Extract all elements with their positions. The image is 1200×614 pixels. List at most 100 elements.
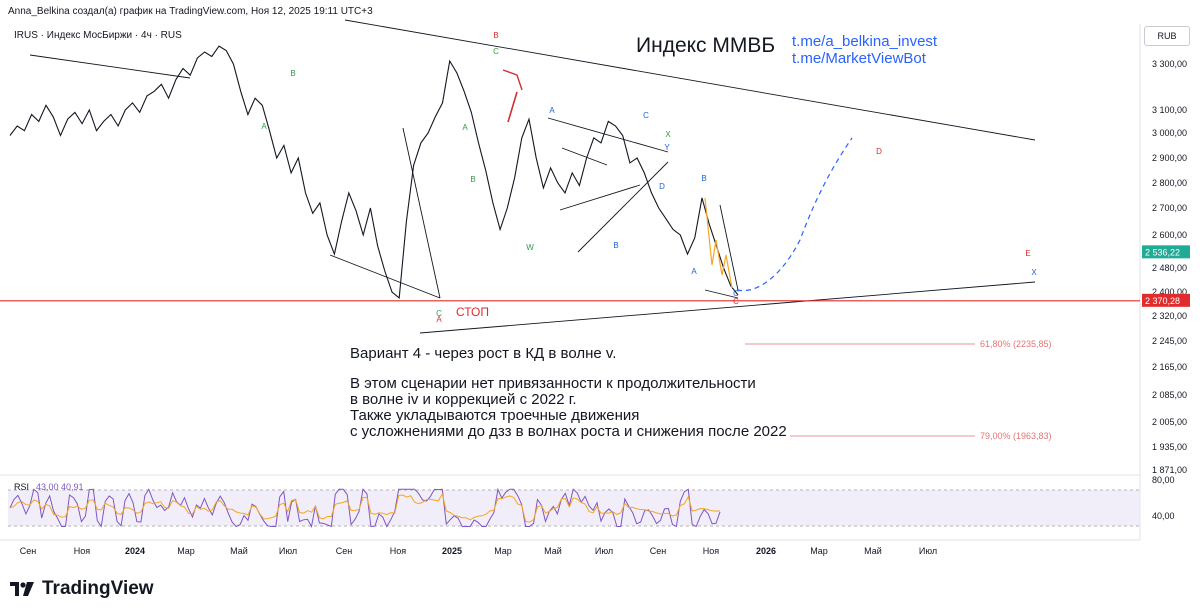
price-series-line <box>9 45 739 299</box>
price-axis-tick: 3 000,00 <box>1152 128 1187 138</box>
price-axis-tick: 1 871,00 <box>1152 465 1187 475</box>
trend-line <box>577 161 669 253</box>
wave-label: Y <box>664 143 670 152</box>
wave-label: D <box>659 182 665 191</box>
wave-b-leg <box>507 91 518 123</box>
projection-path <box>736 137 853 292</box>
price-axis-tick: 2 700,00 <box>1152 203 1187 213</box>
wave-label: B <box>613 241 618 250</box>
trend-line <box>561 147 608 166</box>
stop-price-label: 2 370,28 <box>1145 296 1180 306</box>
wave-label: X <box>665 130 671 139</box>
wave-label: A <box>462 123 468 132</box>
price-axis-tick: 2 600,00 <box>1152 230 1187 240</box>
rsi-line <box>9 487 721 528</box>
wave-label: B <box>701 174 706 183</box>
rsi-axis-tick: 80,00 <box>1152 475 1175 485</box>
symbol-info[interactable]: IRUS · Индекс МосБиржи · 4ч · RUS <box>14 30 182 41</box>
last-price-chip <box>1142 245 1190 259</box>
wave-label: B <box>470 175 475 184</box>
price-axis-tick: 2 400,00 <box>1152 287 1187 297</box>
last-price-label: 2 536,22 <box>1145 247 1180 257</box>
time-axis-tick: Мар <box>177 546 195 556</box>
time-axis-tick: Ноя <box>703 546 720 556</box>
wave-highlight-line <box>704 197 733 289</box>
time-axis-tick: 2026 <box>756 546 776 556</box>
wave-label: C <box>643 111 649 120</box>
rsi-axis-tick: 40,00 <box>1152 511 1175 521</box>
wave-label: A <box>691 267 697 276</box>
price-axis-tick: 1 935,00 <box>1152 442 1187 452</box>
trend-line <box>704 289 739 299</box>
time-axis-tick: Ноя <box>74 546 91 556</box>
note-line: Также укладываются троечные движения <box>350 407 640 424</box>
price-axis-tick: 3 100,00 <box>1152 105 1187 115</box>
price-axis-tick: 2 005,00 <box>1152 417 1187 427</box>
price-axis-tick: 2 900,00 <box>1152 153 1187 163</box>
time-axis-tick: Мар <box>494 546 512 556</box>
rsi-band <box>8 490 1140 526</box>
wave-label: W <box>526 243 534 252</box>
wave-label: D <box>876 147 882 156</box>
price-axis-tick: 2 320,00 <box>1152 311 1187 321</box>
note-line: Вариант 4 - через рост в КД в волне v. <box>350 345 617 362</box>
bot-link[interactable]: t.me/MarketViewBot <box>792 50 926 67</box>
wave-label: B <box>290 69 295 78</box>
time-axis-tick: Мар <box>810 546 828 556</box>
time-axis-tick: 2024 <box>125 546 145 556</box>
chart-attribution: Anna_Belkina создал(а) график на Trading… <box>8 6 373 17</box>
time-axis-tick: Сен <box>336 546 353 556</box>
rsi-values: 43,00 40,91 <box>36 482 84 492</box>
trend-line <box>402 127 441 299</box>
wave-label: A <box>261 122 267 131</box>
wave-label: A <box>436 315 442 324</box>
rsi-label: RSI <box>14 482 29 492</box>
trend-line <box>29 54 191 79</box>
tradingview-logo-text: TradingView <box>42 578 154 599</box>
time-axis-tick: Июл <box>919 546 937 556</box>
price-axis-tick: 2 245,00 <box>1152 336 1187 346</box>
currency-selector[interactable]: RUB <box>1144 26 1190 46</box>
fib-level-label: 79,00% (1963,83) <box>980 431 1052 441</box>
time-axis-tick: Май <box>864 546 882 556</box>
price-axis-tick: 2 480,00 <box>1152 263 1187 273</box>
telegram-link[interactable]: t.me/a_belkina_invest <box>792 33 938 50</box>
time-axis-tick: Июл <box>595 546 613 556</box>
time-axis-tick: 2025 <box>442 546 462 556</box>
trend-line <box>329 254 441 299</box>
trend-line <box>547 117 669 153</box>
wave-label: C <box>733 289 739 298</box>
note-line: с усложнениями до дзз в волнах роста и с… <box>350 423 787 440</box>
price-axis-tick: 2 085,00 <box>1152 390 1187 400</box>
time-axis-tick: Сен <box>20 546 37 556</box>
fib-level-label: 61,80% (2235,85) <box>980 339 1052 349</box>
price-axis-tick: 2 800,00 <box>1152 178 1187 188</box>
time-axis-tick: Май <box>544 546 562 556</box>
tradingview-footer[interactable]: TradingView <box>10 578 154 600</box>
chart-title: Индекс ММВБ <box>636 34 776 57</box>
wave-label: B <box>493 31 498 40</box>
stop-label: СТОП <box>456 305 489 319</box>
wave-b-path <box>502 69 523 91</box>
trend-line <box>344 19 1036 141</box>
note-line: в волне iv и коррекцией с 2022 г. <box>350 391 577 408</box>
rsi-ma-line <box>9 492 721 523</box>
tradingview-logo-icon <box>10 582 34 596</box>
trend-line <box>719 204 739 291</box>
time-axis-tick: Июл <box>279 546 297 556</box>
trend-line <box>559 184 641 211</box>
price-axis-tick: 2 165,00 <box>1152 362 1187 372</box>
price-axis-tick: 3 300,00 <box>1152 59 1187 69</box>
stop-price-chip <box>1142 293 1190 307</box>
wave-label: C <box>436 309 442 318</box>
wave-label: E <box>1025 249 1030 258</box>
scenario-note: Вариант 4 - через рост в КД в волне v. В… <box>350 346 787 440</box>
trend-line <box>419 281 1036 334</box>
note-line: В этом сценарии нет привязанности к прод… <box>350 375 756 392</box>
wave-label: C <box>733 297 739 306</box>
wave-label: X <box>1031 268 1037 277</box>
time-axis-tick: Сен <box>650 546 667 556</box>
wave-label: A <box>549 106 555 115</box>
time-axis-tick: Май <box>230 546 248 556</box>
